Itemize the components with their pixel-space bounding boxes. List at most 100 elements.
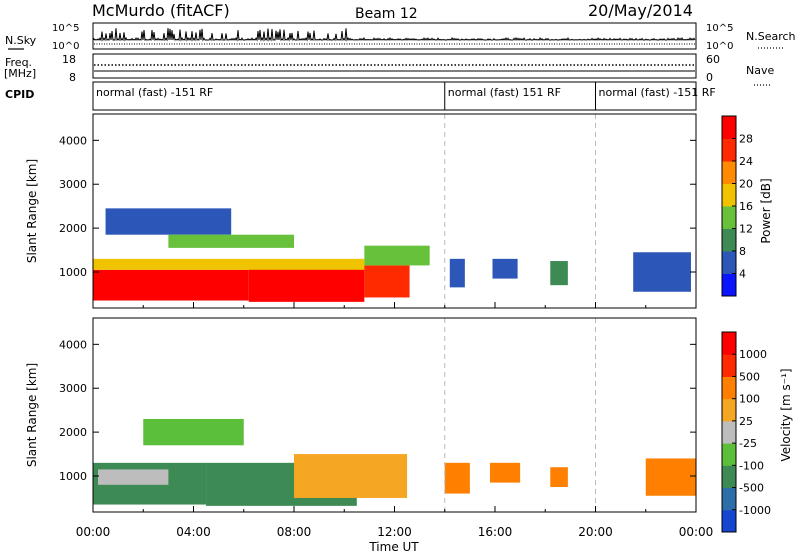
beam-label: Beam 12	[355, 6, 418, 22]
y-tick-label: 3000	[59, 382, 87, 395]
cpid-segment-label: normal (fast) -151 RF	[599, 86, 716, 99]
colorbar-swatch	[722, 487, 736, 511]
velocity-data	[93, 318, 696, 512]
colorbar-swatch	[722, 206, 736, 229]
y-tick-label: 2000	[59, 222, 87, 235]
colorbar-tick-label: 4	[739, 268, 746, 281]
x-tick-label: 12:00	[377, 525, 412, 539]
data-region	[444, 462, 470, 494]
colorbar-swatch	[722, 398, 736, 422]
x-tick-label: 20:00	[578, 525, 613, 539]
freq-left-tick-top: 18	[62, 53, 76, 66]
freq-right-tick-top: 60	[706, 53, 720, 66]
data-region	[248, 265, 365, 302]
data-region	[98, 469, 169, 485]
data-region	[143, 418, 244, 446]
cpid-segment-label: normal (fast) -151 RF	[96, 86, 213, 99]
colorbar-tick-label: 28	[739, 133, 753, 146]
colorbar-swatch	[722, 443, 736, 466]
data-region	[645, 458, 696, 496]
freq-left-tick-bottom: 8	[69, 71, 76, 84]
data-region	[294, 454, 408, 498]
colorbar-tick-label: 20	[739, 178, 753, 191]
colorbar-swatch	[722, 251, 736, 274]
y-tick-label: 1000	[59, 266, 87, 279]
x-tick-label: 08:00	[277, 525, 312, 539]
data-region	[364, 245, 430, 266]
colorbar-swatch	[722, 161, 736, 184]
data-region	[489, 462, 521, 483]
colorbar-swatch	[722, 183, 736, 207]
power-data	[93, 114, 691, 308]
station-title: McMurdo (fitACF)	[92, 1, 230, 20]
noise-left-tick-top: 10^5	[52, 23, 79, 34]
data-region	[492, 258, 518, 279]
colorbar-swatch	[722, 228, 736, 252]
colorbar-swatch	[722, 354, 736, 377]
mhz-label: [MHz]	[4, 67, 36, 80]
nsearch-label: N.Search	[746, 30, 796, 43]
freq-label: Freq.	[5, 56, 32, 69]
cpid-segments: normal (fast) -151 RF normal (fast) 151 R…	[96, 82, 716, 110]
colorbar-tick-label: -100	[739, 459, 764, 472]
noise-left-tick-bottom: 10^0	[52, 41, 79, 52]
colorbar-tick-label: 16	[739, 200, 753, 213]
data-region	[633, 252, 691, 292]
colorbar-tick-label: 8	[739, 245, 746, 258]
colorbar-swatch	[722, 465, 736, 489]
cpid-segment-label: normal (fast) 151 RF	[448, 86, 561, 99]
colorbar-tick-label: 100	[739, 393, 760, 406]
noise-right-tick-bottom: 10^0	[706, 41, 733, 52]
velocity-colorbar: 1000 500 100 25 -25 -100 -500 -1000	[721, 331, 771, 533]
x-tick-label: 04:00	[176, 525, 211, 539]
data-region	[93, 269, 249, 301]
colorbar-tick-label: -1000	[739, 504, 771, 517]
colorbar-tick-label: 1000	[739, 348, 767, 361]
y-tick-label: 4000	[59, 134, 87, 147]
colorbar-swatch	[722, 332, 736, 355]
x-tick-label: 00:00	[679, 525, 714, 539]
noise-trace	[93, 28, 696, 45]
colorbar-swatch	[722, 138, 736, 162]
data-region	[93, 258, 365, 270]
data-region	[168, 234, 294, 248]
colorbar-swatch	[722, 376, 736, 400]
velocity-axes: 1000 2000 3000 4000	[59, 338, 697, 512]
data-region	[105, 208, 232, 235]
colorbar-swatch	[722, 116, 736, 139]
colorbar-tick-label: 25	[739, 415, 753, 428]
x-tick-label: 16:00	[478, 525, 513, 539]
cpid-label: CPID	[5, 88, 34, 101]
x-axis: 00:00 04:00 08:00 12:00 16:00 20:00 00:00	[76, 525, 714, 539]
power-colorbar-label: Power [dB]	[759, 178, 773, 243]
data-region	[449, 258, 465, 288]
noise-panel-frame	[92, 22, 697, 50]
cpid-panel-frame	[92, 81, 697, 111]
velocity-ylabel: Slant Range [km]	[25, 363, 39, 467]
power-ylabel: Slant Range [km]	[25, 159, 39, 263]
noise-sky-line	[93, 28, 696, 42]
colorbar-swatch	[722, 273, 736, 297]
date-label: 20/May/2014	[588, 1, 693, 20]
freq-right-tick-bottom: 0	[706, 71, 713, 84]
colorbar-tick-label: 24	[739, 155, 753, 168]
colorbar-tick-label: 12	[739, 223, 753, 236]
y-tick-label: 4000	[59, 338, 87, 351]
nsky-label: N.Sky	[5, 34, 37, 47]
velocity-colorbar-label: Velocity [m s⁻¹]	[779, 368, 793, 461]
data-region	[550, 261, 568, 286]
freq-panel-frame	[92, 53, 697, 79]
nave-label: Nave	[746, 64, 774, 77]
x-tick-label: 00:00	[76, 525, 111, 539]
colorbar-tick-label: 500	[739, 370, 760, 383]
colorbar-frame	[721, 331, 737, 533]
colorbar-swatch	[722, 509, 736, 533]
power-colorbar: 4 8 12 16 20 24 28	[721, 115, 753, 297]
colorbar-swatch	[722, 420, 736, 444]
y-tick-label: 1000	[59, 470, 87, 483]
y-tick-label: 3000	[59, 178, 87, 191]
colorbar-tick-label: -25	[739, 437, 757, 450]
y-tick-label: 2000	[59, 426, 87, 439]
data-region	[550, 467, 568, 487]
